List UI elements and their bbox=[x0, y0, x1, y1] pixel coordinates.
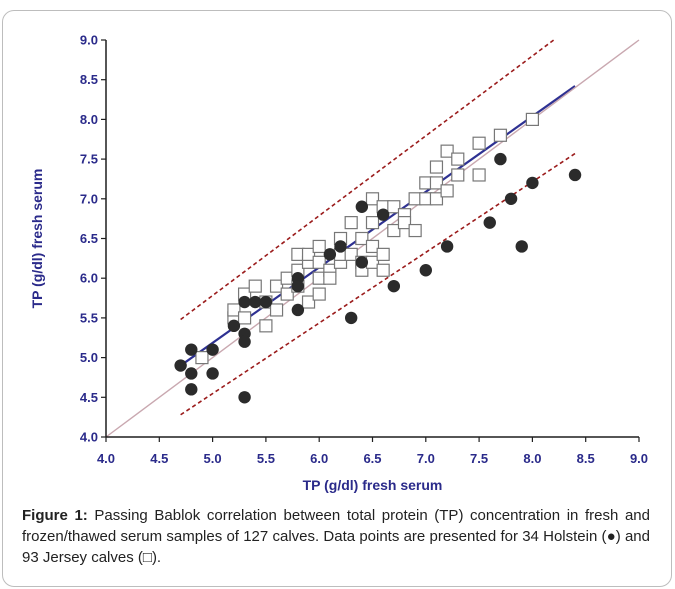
caption-label: Figure 1: bbox=[22, 507, 88, 524]
jersey-point bbox=[227, 303, 241, 317]
jersey-point bbox=[301, 295, 316, 309]
holstein-point bbox=[238, 295, 251, 309]
holstein-point bbox=[334, 240, 347, 253]
y-tick-label: 5.5 bbox=[80, 310, 98, 325]
holstein-point bbox=[504, 192, 518, 205]
jersey-point bbox=[408, 223, 422, 238]
jersey-point bbox=[248, 279, 262, 293]
jersey-point bbox=[312, 287, 326, 301]
holstein-point bbox=[238, 391, 251, 404]
holstein-point bbox=[355, 200, 369, 213]
jersey-point bbox=[365, 192, 380, 206]
y-tick-label: 5.0 bbox=[80, 350, 98, 365]
holstein-point bbox=[568, 168, 582, 182]
x-tick-label: 9.0 bbox=[630, 451, 648, 466]
holstein-point bbox=[323, 248, 337, 261]
jersey-point bbox=[472, 136, 486, 150]
x-tick-label: 5.0 bbox=[204, 451, 222, 466]
holstein-point bbox=[206, 343, 219, 356]
holstein-point bbox=[174, 359, 187, 372]
x-tick-label: 6.0 bbox=[310, 451, 328, 466]
holstein-point bbox=[440, 240, 454, 253]
jersey-point bbox=[376, 263, 390, 277]
holstein-point bbox=[419, 264, 432, 277]
y-tick-label: 6.0 bbox=[80, 271, 98, 286]
holstein-point bbox=[206, 367, 219, 380]
jersey-point bbox=[365, 216, 380, 230]
figure-caption: Figure 1: Passing Bablok correlation bet… bbox=[22, 505, 650, 568]
holstein-point bbox=[259, 295, 273, 309]
holstein-point bbox=[494, 152, 507, 166]
y-tick-label: 9.0 bbox=[80, 33, 98, 48]
jersey-point bbox=[344, 216, 358, 230]
holstein-point bbox=[344, 311, 358, 325]
holstein-point bbox=[238, 335, 251, 348]
holstein-point bbox=[483, 216, 496, 229]
x-axis-title: TP (g/dl) fresh serum bbox=[303, 477, 443, 493]
jersey-point bbox=[429, 176, 444, 190]
holstein-point bbox=[249, 295, 262, 309]
upper-ci-line bbox=[180, 39, 555, 321]
y-tick-label: 4.5 bbox=[80, 390, 98, 405]
jersey-point bbox=[451, 168, 465, 182]
jersey-point bbox=[429, 192, 444, 206]
holstein-point bbox=[376, 208, 390, 221]
x-tick-label: 4.0 bbox=[97, 451, 115, 466]
jersey-point bbox=[397, 216, 412, 230]
y-tick-label: 7.0 bbox=[80, 191, 98, 206]
holstein-point bbox=[185, 383, 198, 396]
x-tick-label: 5.5 bbox=[257, 451, 275, 466]
jersey-point bbox=[312, 255, 326, 269]
figure-frame bbox=[2, 10, 672, 587]
holstein-point bbox=[526, 176, 539, 190]
identity-line bbox=[105, 39, 640, 438]
x-tick-label: 8.5 bbox=[577, 451, 595, 466]
jersey-point bbox=[355, 231, 369, 246]
holstein-point bbox=[355, 256, 369, 269]
holstein-point bbox=[291, 303, 305, 317]
caption-text: Passing Bablok correlation between total… bbox=[22, 507, 650, 566]
jersey-point bbox=[376, 247, 390, 261]
y-tick-label: 8.5 bbox=[80, 72, 98, 87]
jersey-point bbox=[387, 200, 401, 214]
y-tick-label: 6.5 bbox=[80, 231, 98, 246]
holstein-point bbox=[515, 240, 528, 253]
jersey-point bbox=[323, 271, 337, 285]
jersey-point bbox=[440, 144, 454, 158]
jersey-point bbox=[312, 239, 326, 254]
jersey-point bbox=[269, 279, 284, 293]
jersey-point bbox=[280, 287, 294, 301]
x-tick-label: 7.0 bbox=[417, 451, 435, 466]
x-tick-label: 6.5 bbox=[363, 451, 381, 466]
jersey-point bbox=[365, 239, 380, 254]
jersey-point bbox=[269, 303, 284, 317]
jersey-point bbox=[301, 247, 316, 261]
holstein-point bbox=[291, 279, 305, 293]
y-tick-label: 8.0 bbox=[80, 112, 98, 127]
y-tick-label: 7.5 bbox=[80, 152, 98, 167]
holstein-point bbox=[185, 367, 198, 380]
jersey-point bbox=[344, 247, 358, 261]
y-axis-title: TP (g/dl) fresh serum bbox=[29, 169, 45, 309]
jersey-point bbox=[429, 160, 444, 174]
jersey-point bbox=[493, 128, 508, 142]
y-tick-label: 4.0 bbox=[80, 430, 98, 445]
jersey-point bbox=[472, 168, 486, 182]
holstein-point bbox=[185, 343, 198, 356]
scatter-plot: 4.0 4.5 5.0 5.5 6.0 6.5 7.0 7.5 8.0 8.5 9.0 4.0 4.5 5… bbox=[29, 33, 648, 494]
holstein-point bbox=[387, 279, 401, 293]
jersey-point bbox=[440, 184, 454, 198]
jersey-point bbox=[237, 311, 252, 325]
jersey-point bbox=[451, 152, 465, 166]
jersey-point bbox=[195, 351, 209, 365]
x-tick-label: 8.0 bbox=[523, 451, 541, 466]
holstein-point bbox=[227, 319, 241, 333]
jersey-point bbox=[259, 319, 273, 333]
x-tick-label: 4.5 bbox=[150, 451, 168, 466]
jersey-point bbox=[525, 112, 540, 127]
x-tick-label: 7.5 bbox=[470, 451, 488, 466]
jersey-point bbox=[387, 223, 401, 238]
